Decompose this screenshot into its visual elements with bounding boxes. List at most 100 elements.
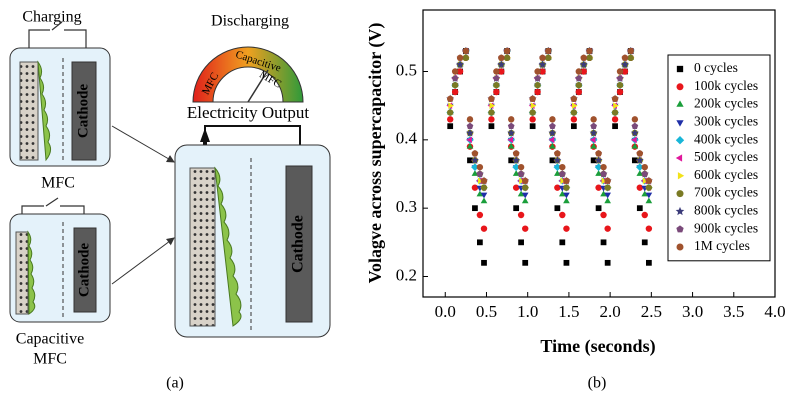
data-point xyxy=(575,74,583,82)
data-point xyxy=(558,170,566,177)
legend-marker xyxy=(675,206,685,216)
data-point xyxy=(466,142,474,149)
cathode-label: Cathode xyxy=(76,243,92,298)
data-point xyxy=(467,157,473,164)
data-point xyxy=(636,184,644,191)
data-point xyxy=(489,102,496,109)
data-point xyxy=(545,54,552,62)
data-point xyxy=(466,122,474,130)
data-point xyxy=(595,184,602,191)
data-point xyxy=(590,157,597,164)
data-point xyxy=(563,225,570,232)
data-point xyxy=(447,109,454,116)
data-point xyxy=(508,116,515,123)
data-point xyxy=(645,184,653,191)
data-point xyxy=(529,116,536,123)
data-point xyxy=(539,54,546,62)
data-point xyxy=(641,190,649,197)
y-tick-label: 0.2 xyxy=(396,265,417,284)
data-point xyxy=(558,190,566,197)
data-point xyxy=(604,197,611,204)
legend-marker xyxy=(676,243,684,251)
panel-a: Charging Discharging Cathode MFC Cathode… xyxy=(9,9,331,392)
data-point xyxy=(575,68,583,75)
data-point xyxy=(548,128,557,137)
legend-marker xyxy=(675,154,683,162)
legend-label: 0 cycles xyxy=(694,60,738,75)
legend-marker xyxy=(676,120,684,127)
data-point xyxy=(522,225,529,232)
caption-a: (a) xyxy=(166,375,184,392)
data-point xyxy=(549,142,556,149)
data-point xyxy=(471,170,479,176)
data-point xyxy=(590,116,597,123)
data-point xyxy=(530,102,537,109)
data-point xyxy=(613,102,619,109)
data-point xyxy=(636,150,644,157)
data-point xyxy=(480,197,488,204)
data-point xyxy=(641,211,648,219)
data-point xyxy=(563,259,570,266)
data-point xyxy=(627,54,634,62)
data-point xyxy=(563,197,570,204)
data-point xyxy=(448,102,455,109)
data-point xyxy=(645,197,653,204)
data-point xyxy=(480,225,488,232)
data-point xyxy=(451,88,459,96)
data-point xyxy=(545,47,552,55)
data-point xyxy=(480,177,488,185)
x-tick-label: 1.0 xyxy=(517,302,538,321)
data-point xyxy=(466,116,474,123)
data-point xyxy=(559,163,566,171)
legend-marker xyxy=(675,136,685,145)
output-arrow xyxy=(200,128,210,142)
data-point xyxy=(611,95,619,103)
data-point xyxy=(645,177,653,185)
data-point xyxy=(471,150,479,157)
data-point xyxy=(447,123,454,130)
anode xyxy=(19,61,39,161)
data-point xyxy=(549,157,556,164)
data-point xyxy=(517,170,525,177)
data-point xyxy=(604,177,611,185)
data-point xyxy=(645,192,653,199)
data-point xyxy=(476,211,484,219)
data-point xyxy=(503,47,511,55)
data-point xyxy=(570,109,578,116)
legend-label: 800k cycles xyxy=(694,202,758,217)
data-point xyxy=(507,142,515,149)
data-point xyxy=(493,68,500,75)
data-point xyxy=(462,54,470,62)
x-tick-label: 0.5 xyxy=(476,302,497,321)
x-tick-label: 3.5 xyxy=(723,302,744,321)
cathode-label: Cathode xyxy=(75,84,91,139)
data-point xyxy=(631,142,639,149)
cathode xyxy=(71,61,97,161)
legend-marker xyxy=(676,83,684,91)
legend-marker xyxy=(676,100,684,107)
biofilm xyxy=(37,60,52,162)
data-point xyxy=(616,81,624,89)
data-point xyxy=(480,192,488,199)
legend-label: 900k cycles xyxy=(694,220,758,235)
data-point xyxy=(645,225,653,232)
data-point xyxy=(580,68,587,75)
data-point xyxy=(611,116,619,123)
data-point xyxy=(627,47,634,55)
data-point xyxy=(529,123,536,130)
data-point xyxy=(600,211,607,219)
data-point xyxy=(521,192,529,199)
data-point xyxy=(462,47,470,55)
panel-b: (b) Time (seconds) Volagve across superc… xyxy=(365,9,786,392)
x-tick-label: 1.5 xyxy=(558,302,579,321)
data-point xyxy=(447,116,454,123)
data-point xyxy=(498,68,505,75)
data-point xyxy=(611,109,619,116)
legend-label: 700k cycles xyxy=(694,185,758,200)
x-axis-label: Time (seconds) xyxy=(540,336,655,357)
data-point xyxy=(498,54,505,62)
x-tick-label: 4.0 xyxy=(764,302,785,321)
data-point xyxy=(534,74,541,82)
data-point xyxy=(612,123,618,130)
